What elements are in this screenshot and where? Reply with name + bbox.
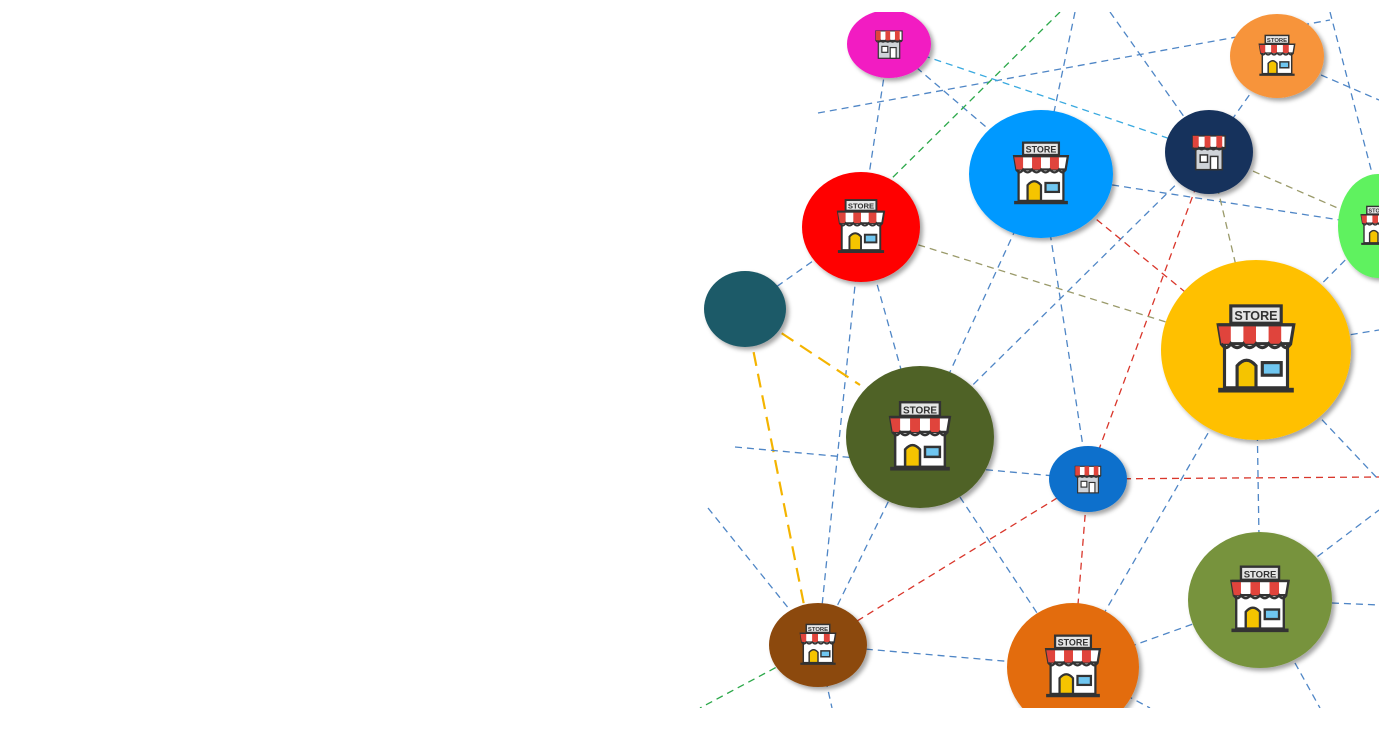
store-sign-text: STORE — [1267, 38, 1287, 44]
store-icon: STORE — [836, 199, 886, 254]
connection-line — [817, 226, 862, 646]
node-circle — [704, 271, 786, 347]
store-sign-text: STORE — [1234, 309, 1277, 323]
store-sign-text: STORE — [1368, 209, 1387, 215]
store-node: STORE — [802, 172, 920, 282]
connection-line — [743, 308, 807, 611]
store-node: STORE — [1338, 174, 1387, 278]
store-node — [1165, 110, 1253, 194]
connection-line — [1259, 599, 1379, 606]
connection-line — [817, 478, 1089, 646]
store-icon: STORE — [799, 623, 837, 666]
store-node: STORE — [769, 603, 867, 687]
store-sign-text: STORE — [808, 627, 828, 633]
store-icon: STORE — [1230, 565, 1290, 634]
store-node — [704, 271, 786, 347]
connection-line — [888, 43, 1210, 153]
store-node — [847, 12, 931, 78]
store-node: STORE — [969, 110, 1113, 238]
store-icon: STORE — [1360, 205, 1387, 246]
store-sign-text: STORE — [1244, 569, 1277, 580]
store-nodes: STORE STORE STORE STORE STORE STORE STORE STORE… — [704, 12, 1387, 708]
connection-line — [888, 43, 1042, 175]
shop-icon — [875, 30, 903, 59]
connection-line — [860, 226, 1257, 351]
connection-line — [817, 644, 833, 708]
store-icon: STORE — [1216, 304, 1296, 395]
connection-line — [1072, 599, 1261, 668]
store-node: STORE — [846, 366, 994, 508]
store-sign-text: STORE — [903, 405, 937, 416]
connection-line — [1087, 476, 1379, 480]
store-icon: STORE — [1044, 634, 1102, 699]
connection-line — [699, 644, 819, 708]
store-sign-text: STORE — [1026, 145, 1057, 155]
node-circle — [1338, 174, 1379, 278]
store-icon: STORE — [1012, 141, 1070, 206]
shop-icon — [1074, 465, 1102, 494]
store-icon: STORE — [888, 400, 952, 472]
connection-line — [1329, 12, 1379, 201]
store-icon: STORE — [1258, 34, 1296, 77]
store-sign-text: STORE — [1058, 638, 1089, 648]
store-node — [1049, 446, 1127, 512]
connection-line — [1087, 151, 1210, 480]
connection-line — [1109, 12, 1210, 153]
store-node: STORE — [1007, 603, 1139, 708]
store-sign-text: STORE — [848, 202, 874, 211]
store-node: STORE — [1230, 14, 1324, 98]
connection-line — [879, 12, 1061, 191]
connection-line — [1040, 173, 1379, 227]
store-node: STORE — [1161, 260, 1351, 440]
store-node: STORE — [1188, 532, 1332, 668]
shop-icon — [1192, 135, 1226, 171]
